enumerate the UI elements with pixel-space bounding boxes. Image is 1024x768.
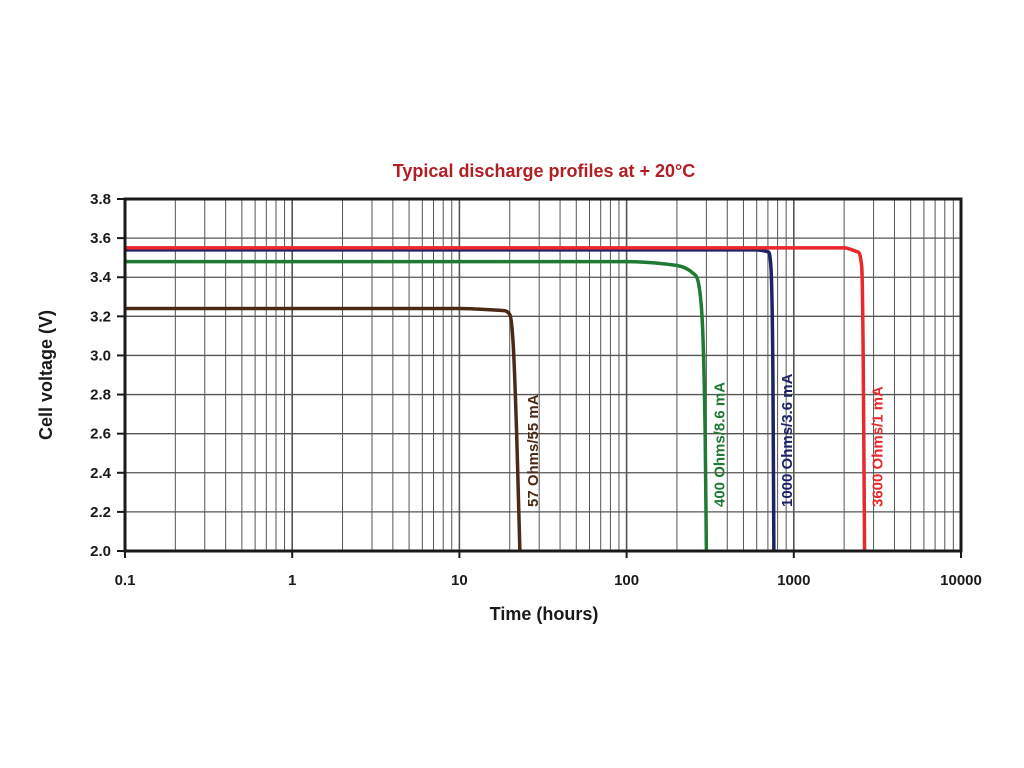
series-label: 1000 Ohms/3.6 mA — [779, 373, 796, 507]
x-tick-label: 100 — [614, 572, 639, 589]
y-tick-label: 3.2 — [90, 308, 111, 325]
series-labels: 57 Ohms/55 mA 400 Ohms/8.6 mA 1000 Ohms/3.… — [525, 373, 887, 507]
y-axis-label: Cell voltage (V) — [36, 310, 56, 440]
series-line — [125, 306, 522, 552]
y-tick-label: 2.4 — [90, 465, 112, 482]
series-label: 3600 Ohms/1 mA — [870, 386, 887, 507]
x-tick-label: 1 — [288, 572, 296, 589]
series-line — [125, 248, 776, 552]
y-tick-label: 2.8 — [90, 387, 111, 404]
y-tick-label: 3.8 — [90, 191, 111, 208]
y-tick-label: 3.6 — [90, 230, 111, 247]
grid — [125, 199, 961, 551]
y-tick-label: 3.4 — [90, 269, 112, 286]
series-label: 57 Ohms/55 mA — [525, 394, 542, 507]
series-layer — [124, 246, 867, 552]
x-tick-label: 0.1 — [115, 572, 136, 589]
x-axis-label: Time (hours) — [490, 604, 599, 624]
plot-frame — [123, 197, 963, 553]
y-tick-labels: 2.0 2.2 2.4 2.6 2.8 3.0 3.2 3.4 3.6 3.8 — [90, 191, 125, 560]
y-tick-label: 3.0 — [90, 347, 111, 364]
x-tick-label: 10 — [451, 572, 468, 589]
y-tick-label: 2.0 — [90, 543, 111, 560]
series-line — [124, 259, 709, 552]
x-tick-label: 10000 — [940, 572, 982, 589]
y-tick-label: 2.2 — [90, 504, 111, 521]
series-label: 400 Ohms/8.6 mA — [711, 382, 728, 507]
x-tick-labels: 0.1 1 10 100 1000 10000 — [115, 551, 982, 589]
y-tick-label: 2.6 — [90, 426, 111, 443]
x-tick-label: 1000 — [777, 572, 810, 589]
series-line — [125, 246, 867, 552]
chart-title: Typical discharge profiles at + 20°C — [393, 161, 695, 181]
